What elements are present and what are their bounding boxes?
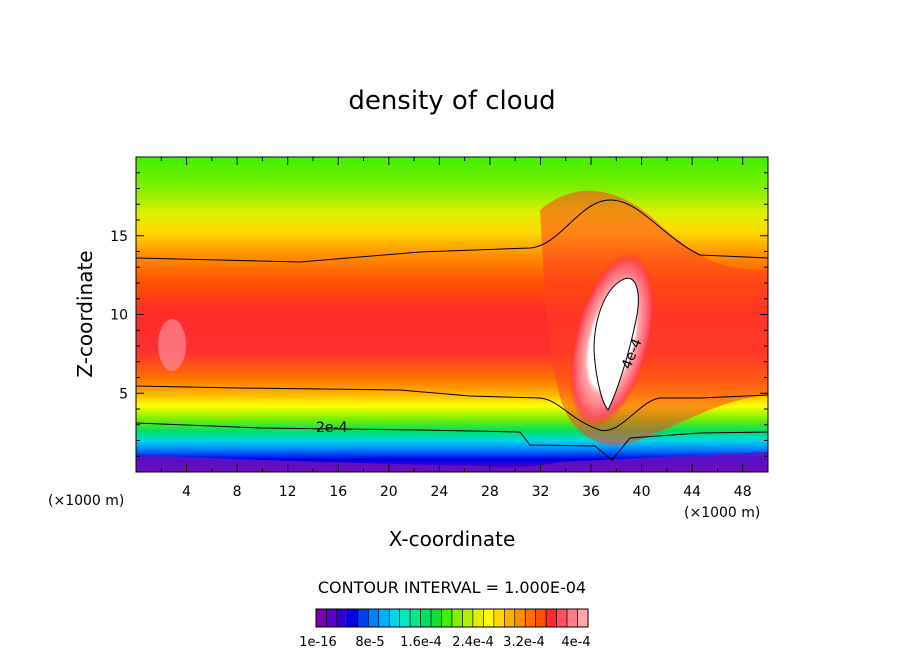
- colorbar-swatch: [472, 608, 484, 628]
- x-tick-label: 12: [279, 484, 297, 500]
- x-tick-label: 40: [633, 484, 651, 500]
- x-tick-label: 28: [481, 484, 499, 500]
- x-axis-label: X-coordinate: [389, 527, 516, 551]
- x-tick-label: 32: [532, 484, 550, 500]
- colorbar-swatch: [493, 608, 505, 628]
- colorbar-swatch: [336, 608, 348, 628]
- y-tick-label: 5: [119, 386, 128, 402]
- colorbar: [315, 608, 589, 628]
- colorbar-tick-label: 2.4e-4: [452, 635, 494, 650]
- colorbar-swatch: [420, 608, 432, 628]
- colorbar-swatch: [535, 608, 547, 628]
- colorbar-swatch: [462, 608, 474, 628]
- colorbar-tick-label: 4e-4: [561, 635, 590, 650]
- contour-label-2e-4: 2e-4: [316, 420, 348, 436]
- x-tick-label: 44: [683, 484, 701, 500]
- x-unit-label-left: (×1000 m): [48, 493, 124, 509]
- colorbar-swatch: [451, 608, 463, 628]
- y-tick-label: 15: [110, 229, 128, 245]
- x-tick-label: 24: [430, 484, 448, 500]
- contour-field: [136, 157, 768, 472]
- colorbar-swatch: [556, 608, 568, 628]
- x-axis-ticks: 4 8 12 16 20 24 28 32 36 40 44 48: [160, 157, 752, 500]
- colorbar-swatch: [483, 608, 495, 628]
- x-tick-label: 16: [329, 484, 347, 500]
- colorbar-tick-label: 1.6e-4: [400, 635, 442, 650]
- colorbar-swatch: [545, 608, 557, 628]
- colorbar-swatch: [357, 608, 369, 628]
- contour-lines: [135, 199, 769, 461]
- chart-title: density of cloud: [348, 86, 556, 116]
- colorbar-swatch: [378, 608, 390, 628]
- colorbar-swatch: [524, 608, 536, 628]
- colorbar-frame: [315, 608, 589, 628]
- x-tick-label: 36: [582, 484, 600, 500]
- y-axis-label: Z-coordinate: [73, 250, 97, 377]
- x-tick-label: 8: [233, 484, 242, 500]
- colorbar-swatch: [315, 608, 327, 628]
- colorbar-swatch: [441, 608, 453, 628]
- colorbar-swatch: [409, 608, 421, 628]
- x-tick-label: 20: [380, 484, 398, 500]
- colorbar-swatch: [347, 608, 359, 628]
- x-tick-label: 4: [182, 484, 191, 500]
- colorbar-swatch: [577, 608, 589, 628]
- x-tick-label: 48: [734, 484, 752, 500]
- colorbar-tick-label: 1e-16: [299, 635, 337, 650]
- colorbar-tick-label: 3.2e-4: [503, 635, 545, 650]
- x-unit-label-right: (×1000 m): [684, 505, 760, 521]
- y-tick-label: 10: [110, 308, 128, 324]
- y-axis-ticks: 5 10 15: [110, 172, 768, 457]
- colorbar-swatch: [566, 608, 578, 628]
- colorbar-swatch: [399, 608, 411, 628]
- colorbar-tick-label: 8e-5: [355, 635, 384, 650]
- contour-interval-text: CONTOUR INTERVAL = 1.000E-04: [318, 578, 586, 597]
- colorbar-swatch: [368, 608, 380, 628]
- colorbar-swatch: [504, 608, 516, 628]
- colorbar-swatch: [388, 608, 400, 628]
- colorbar-swatch: [430, 608, 442, 628]
- colorbar-tick-labels: 1e-16 8e-5 1.6e-4 2.4e-4 3.2e-4 4e-4: [299, 635, 590, 650]
- colorbar-swatch: [514, 608, 526, 628]
- colorbar-swatch: [326, 608, 338, 628]
